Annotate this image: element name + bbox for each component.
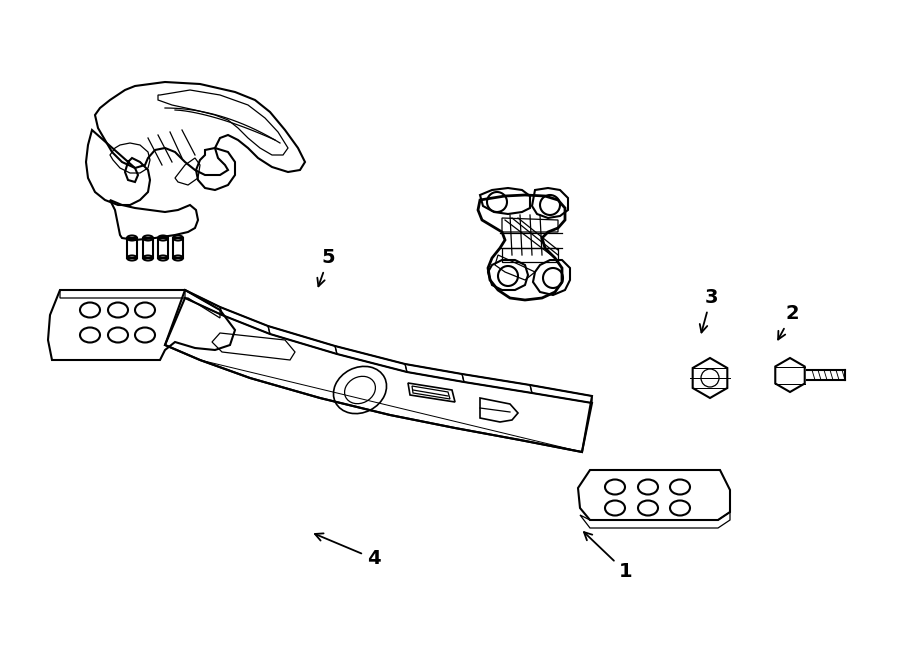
Text: 3: 3 bbox=[700, 288, 718, 332]
Text: 5: 5 bbox=[318, 249, 336, 286]
Text: 1: 1 bbox=[584, 532, 633, 581]
Text: 2: 2 bbox=[778, 305, 799, 340]
Text: 4: 4 bbox=[315, 533, 381, 568]
